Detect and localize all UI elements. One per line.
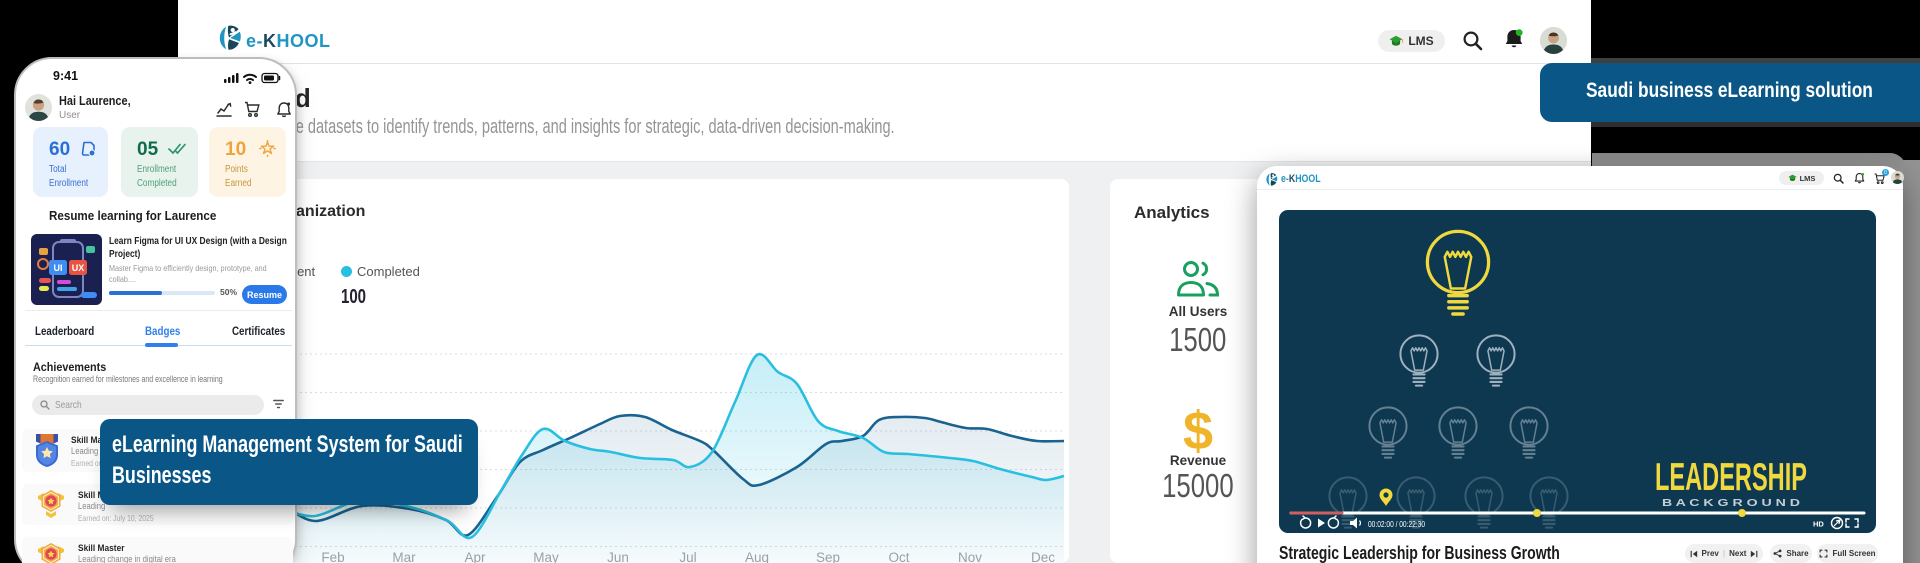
svg-text:00:02:00 / 00:22:30: 00:02:00 / 00:22:30 bbox=[1368, 519, 1425, 529]
svg-text:Apr: Apr bbox=[464, 550, 486, 563]
svg-text:UX: UX bbox=[72, 263, 85, 273]
svg-text:Mar: Mar bbox=[392, 550, 416, 563]
svg-text:Oct: Oct bbox=[888, 550, 909, 563]
svg-text:Nov: Nov bbox=[958, 550, 982, 563]
svg-text:Feb: Feb bbox=[321, 550, 344, 563]
svg-text:Jul: Jul bbox=[679, 550, 696, 563]
svg-text:B A C K G R O U N D: B A C K G R O U N D bbox=[1662, 498, 1800, 509]
svg-text:Aug: Aug bbox=[745, 550, 769, 563]
svg-text:UI: UI bbox=[54, 263, 63, 273]
svg-text:HD: HD bbox=[1813, 520, 1824, 529]
svg-text:Dec: Dec bbox=[1031, 550, 1055, 563]
svg-text:LEADERSHIP: LEADERSHIP bbox=[1655, 456, 1807, 499]
svg-text:Sep: Sep bbox=[816, 550, 840, 563]
svg-text:Jun: Jun bbox=[607, 550, 629, 563]
svg-text:May: May bbox=[533, 550, 559, 563]
